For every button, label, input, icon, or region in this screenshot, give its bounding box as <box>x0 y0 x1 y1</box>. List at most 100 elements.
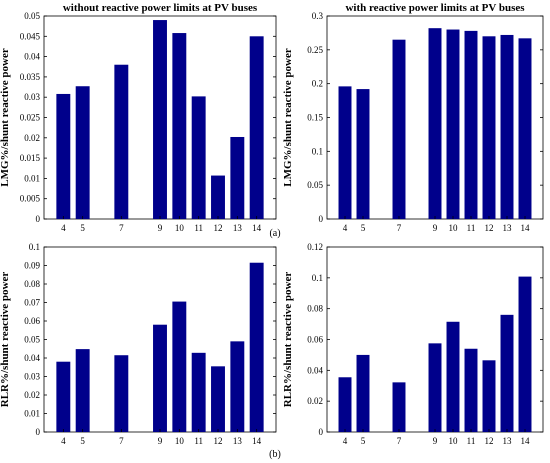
bar <box>482 36 496 219</box>
y-tick-label: 0.3 <box>312 11 324 21</box>
bar <box>172 301 187 432</box>
bar <box>446 321 460 432</box>
bar <box>464 30 478 219</box>
bar <box>356 354 370 432</box>
bar <box>428 28 442 220</box>
bar <box>338 377 352 432</box>
bar <box>392 39 406 219</box>
y-tick-label: 0 <box>36 214 41 224</box>
y-axis-label: LMG%/shunt reactive power <box>0 48 11 187</box>
chart-title: without reactive power limits at PV buse… <box>63 2 258 14</box>
bar <box>211 366 225 432</box>
bar <box>500 314 514 432</box>
y-tick-label: 0.025 <box>20 113 41 123</box>
y-tick-label: 0.015 <box>20 153 41 163</box>
bar <box>172 33 187 219</box>
y-tick-label: 0.045 <box>20 31 41 41</box>
chart-title: with reactive power limits at PV buses <box>345 2 525 14</box>
chart-panel-4: 0 0.02 0.04 0.06 0.08 0.1 0.12 RLR%/shunt react… <box>282 242 544 446</box>
bar <box>428 343 442 432</box>
bar <box>75 86 90 219</box>
y-tick-label: 0.04 <box>24 353 40 363</box>
y-tick-label: 0.01 <box>24 409 40 419</box>
bar <box>191 96 206 219</box>
x-tick-label: 4 <box>61 436 66 446</box>
y-tick-label: 0.1 <box>312 273 323 283</box>
y-tick-label: 0.15 <box>307 113 323 123</box>
x-tick-label: 14 <box>521 436 531 446</box>
bar <box>518 276 532 432</box>
y-tick-label: 0.02 <box>307 396 323 406</box>
chart-panel-1: without reactive power limits at PV buse… <box>0 2 277 233</box>
bar <box>75 349 90 432</box>
y-tick-label: 0.02 <box>24 390 40 400</box>
x-tick-label: 5 <box>80 436 85 446</box>
x-tick-label: 9 <box>433 436 438 446</box>
bar <box>500 34 514 219</box>
x-tick-label: 12 <box>485 436 494 446</box>
x-tick-label: 13 <box>233 436 243 446</box>
y-tick-label: 0.1 <box>29 242 40 252</box>
bar <box>249 36 264 219</box>
chart-panel-2: with reactive power limits at PV buses 0 0… <box>282 2 544 233</box>
x-tick-label: 12 <box>214 436 223 446</box>
x-tick-label: 7 <box>119 223 124 233</box>
bar <box>446 29 460 220</box>
bar <box>338 86 352 219</box>
bar <box>153 20 167 220</box>
x-tick-label: 10 <box>175 223 185 233</box>
bar <box>56 93 71 219</box>
x-tick-label: 13 <box>503 223 513 233</box>
x-tick-label: 9 <box>158 223 163 233</box>
x-tick-label: 10 <box>449 436 459 446</box>
y-tick-label: 0.05 <box>307 180 323 190</box>
bar <box>249 262 264 432</box>
x-tick-label: 11 <box>194 436 203 446</box>
y-tick-label: 0.07 <box>24 298 40 308</box>
x-tick-label: 12 <box>485 223 494 233</box>
y-tick-label: 0.02 <box>24 133 40 143</box>
y-tick-label: 0.04 <box>24 52 40 62</box>
y-tick-label: 0 <box>319 427 324 437</box>
y-tick-label: 0.035 <box>20 72 41 82</box>
y-tick-label: 0.05 <box>24 335 40 345</box>
y-tick-label: 0.12 <box>307 242 323 252</box>
x-tick-label: 7 <box>119 436 124 446</box>
bar <box>518 38 532 219</box>
y-tick-label: 0.08 <box>307 304 323 314</box>
y-axis-label: LMG%/shunt reactive power <box>282 48 294 187</box>
y-tick-label: 0.2 <box>312 79 323 89</box>
y-axis-label: RLR%/shunt reactive power <box>0 272 11 408</box>
x-tick-label: 5 <box>361 436 366 446</box>
x-tick-label: 11 <box>467 223 476 233</box>
x-tick-label: 14 <box>521 223 531 233</box>
y-tick-label: 0.01 <box>24 173 40 183</box>
bar <box>153 324 167 432</box>
subfig-label-b: (b) <box>269 449 281 460</box>
bar <box>114 355 129 432</box>
bar <box>464 348 478 432</box>
bar <box>230 341 245 432</box>
chart-panel-3: 0 0.01 0.02 0.03 0.04 0.05 0.06 0.07 0.08 0.09 0.1… <box>0 242 277 446</box>
x-tick-label: 11 <box>194 223 203 233</box>
x-tick-label: 4 <box>343 223 348 233</box>
x-tick-label: 9 <box>158 436 163 446</box>
x-tick-label: 7 <box>397 223 402 233</box>
x-tick-label: 7 <box>397 436 402 446</box>
y-tick-label: 0.04 <box>307 365 323 375</box>
subfig-label-a: (a) <box>269 228 280 239</box>
bar <box>211 175 225 219</box>
x-tick-label: 5 <box>361 223 366 233</box>
x-tick-label: 10 <box>175 436 185 446</box>
y-tick-label: 0.06 <box>307 335 323 345</box>
y-tick-label: 0 <box>36 427 41 437</box>
bar <box>191 352 206 432</box>
bar <box>392 382 406 432</box>
y-tick-label: 0.1 <box>312 146 323 156</box>
y-tick-label: 0.06 <box>24 316 40 326</box>
x-tick-label: 11 <box>467 436 476 446</box>
bar <box>356 89 370 219</box>
y-tick-label: 0.03 <box>24 92 40 102</box>
x-tick-label: 5 <box>80 223 85 233</box>
